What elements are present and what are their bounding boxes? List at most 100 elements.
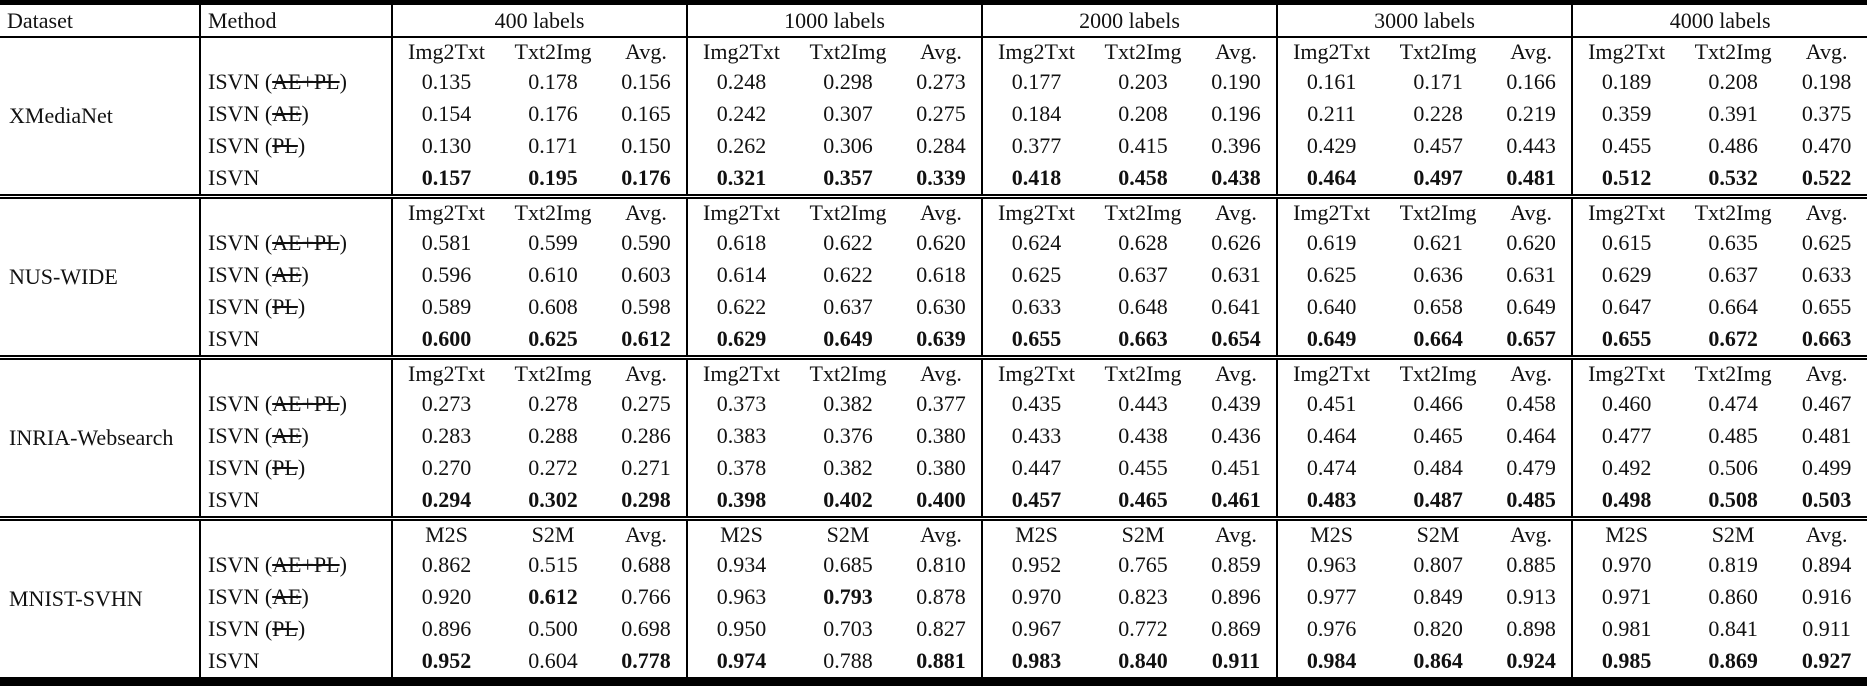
- value-cell: 0.630: [901, 291, 984, 323]
- value-cell: 0.810: [901, 549, 984, 581]
- value-cell: 0.637: [823, 294, 873, 319]
- value-cell: 0.451: [1306, 391, 1357, 416]
- value-cell: 0.622: [823, 230, 873, 255]
- value-cell: 0.974: [716, 648, 767, 673]
- value-cell: 0.481: [1801, 423, 1852, 448]
- value-cell: 0.203: [1118, 69, 1168, 94]
- value-cell: 0.443: [1491, 130, 1574, 162]
- value-cell: 0.655: [1601, 326, 1652, 351]
- value-cell: 0.967: [1011, 616, 1062, 641]
- value-cell: 0.859: [1196, 549, 1279, 581]
- value-cell: 0.896: [421, 616, 472, 641]
- value-cell: 0.219: [1491, 98, 1574, 130]
- table-row: ISVN (PL) 0.270 0.272 0.271 0.378 0.382 0.380 0…: [0, 452, 1867, 484]
- value-cell: 0.612: [528, 584, 578, 609]
- value-cell: 0.633: [1801, 262, 1852, 287]
- value-cell: 0.278: [528, 391, 578, 416]
- value-cell: 0.600: [421, 326, 472, 351]
- value-cell: 0.647: [1601, 294, 1652, 319]
- metric-header: Txt2Img: [1399, 39, 1477, 64]
- value-cell: 0.608: [528, 294, 578, 319]
- value-cell: 0.506: [1708, 455, 1758, 480]
- value-cell: 0.649: [1306, 326, 1357, 351]
- value-cell: 0.375: [1801, 101, 1852, 126]
- table-row: ISVN (AE) 0.154 0.176 0.165 0.242 0.307 0.275 0…: [0, 98, 1867, 130]
- value-cell: 0.321: [716, 165, 767, 190]
- value-cell: 0.228: [1413, 101, 1463, 126]
- struck-method-text: PL: [272, 455, 298, 480]
- metric-header-row: MNIST-SVHN M2S S2M Avg. M2S S2M Avg. M2S S2M Avg.…: [0, 516, 1867, 682]
- value-cell: 0.485: [1708, 423, 1758, 448]
- value-cell: 0.479: [1491, 452, 1574, 484]
- value-cell: 0.703: [823, 616, 873, 641]
- value-cell: 0.376: [823, 423, 873, 448]
- value-cell: 0.640: [1306, 294, 1357, 319]
- value-cell: 0.532: [1708, 165, 1758, 190]
- metric-header: Txt2Img: [500, 194, 606, 227]
- value-cell: 0.655: [1011, 326, 1062, 351]
- value-cell: 0.604: [528, 648, 578, 673]
- table-row: ISVN (AE) 0.920 0.612 0.766 0.963 0.793 0.878 0…: [0, 581, 1867, 613]
- value-cell: 0.778: [606, 645, 688, 682]
- metric-header: Img2Txt: [1572, 194, 1681, 227]
- value-cell: 0.916: [1801, 584, 1852, 609]
- metric-header: Avg.: [1491, 355, 1574, 388]
- value-cell: 0.198: [1801, 69, 1852, 94]
- value-cell: 0.306: [823, 133, 873, 158]
- group-header-4000-labels: 4000 labels: [1572, 2, 1867, 38]
- value-cell: 0.840: [1118, 648, 1168, 673]
- value-cell: 0.286: [606, 420, 688, 452]
- value-cell: 0.649: [823, 326, 873, 351]
- value-cell: 0.467: [1801, 391, 1852, 416]
- metric-header: Txt2Img: [1385, 194, 1492, 227]
- struck-method-text: AE+PL: [272, 391, 340, 416]
- value-cell: 0.970: [1011, 584, 1062, 609]
- value-cell: 0.622: [823, 262, 873, 287]
- value-cell: 0.664: [1413, 326, 1463, 351]
- struck-method-text: AE+PL: [272, 230, 340, 255]
- value-cell: 0.466: [1413, 391, 1463, 416]
- value-cell: 0.894: [1801, 552, 1852, 577]
- value-cell: 0.618: [901, 259, 984, 291]
- value-cell: 0.629: [1601, 262, 1652, 287]
- value-cell: 0.382: [823, 455, 873, 480]
- value-cell: 0.827: [901, 613, 984, 645]
- method-cell-empty: [200, 516, 393, 549]
- value-cell: 0.458: [1118, 165, 1168, 190]
- value-cell: 0.270: [421, 455, 472, 480]
- value-cell: 0.766: [606, 581, 688, 613]
- method-label: ISVN (PL): [200, 452, 393, 484]
- value-cell: 0.985: [1601, 648, 1652, 673]
- value-cell: 0.598: [606, 291, 688, 323]
- metric-header: Avg.: [901, 194, 984, 227]
- value-cell: 0.819: [1708, 552, 1758, 577]
- table-row: ISVN 0.157 0.195 0.176 0.321 0.357 0.339 0.418 0…: [0, 162, 1867, 197]
- value-cell: 0.649: [1491, 291, 1574, 323]
- value-cell: 0.841: [1708, 616, 1758, 641]
- value-cell: 0.913: [1491, 581, 1574, 613]
- value-cell: 0.443: [1118, 391, 1168, 416]
- metric-header-row: XMediaNet Img2Txt Txt2Img Avg. Img2Txt Txt2Im…: [0, 37, 1867, 197]
- value-cell: 0.663: [1801, 326, 1852, 351]
- value-cell: 0.765: [1118, 552, 1168, 577]
- metric-header: M2S: [687, 516, 795, 549]
- value-cell: 0.483: [1306, 487, 1357, 512]
- table-row: ISVN (AE+PL) 0.273 0.278 0.275 0.373 0.382 0.3…: [0, 388, 1867, 420]
- struck-method-text: AE: [272, 262, 302, 287]
- value-cell: 0.380: [901, 452, 984, 484]
- metric-header: S2M: [1385, 516, 1492, 549]
- value-cell: 0.477: [1601, 423, 1652, 448]
- method-label: ISVN (PL): [200, 130, 393, 162]
- value-cell: 0.275: [901, 98, 984, 130]
- value-cell: 0.952: [1011, 552, 1062, 577]
- metric-header: Txt2Img: [1090, 355, 1197, 388]
- value-cell: 0.672: [1708, 326, 1758, 351]
- metric-header: Img2Txt: [1572, 355, 1681, 388]
- value-cell: 0.378: [716, 455, 767, 480]
- metric-header: Txt2Img: [1385, 355, 1492, 388]
- metric-header: M2S: [1277, 516, 1386, 549]
- value-cell: 0.380: [901, 420, 984, 452]
- value-cell: 0.688: [606, 549, 688, 581]
- value-cell: 0.391: [1708, 101, 1758, 126]
